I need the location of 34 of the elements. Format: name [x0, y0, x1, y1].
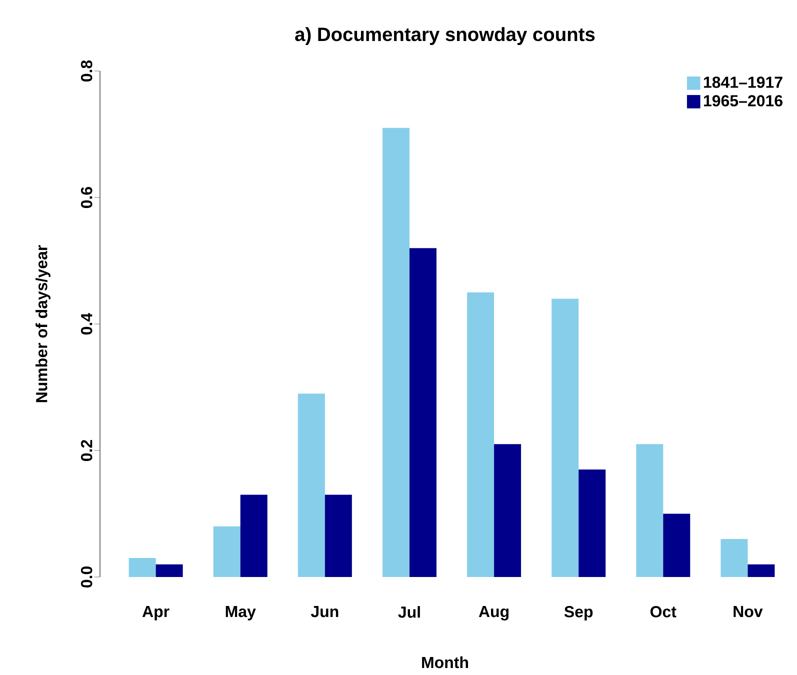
x-tick-label: Aug: [478, 606, 509, 620]
chart-title: a) Documentary snowday counts: [295, 27, 595, 45]
y-tick-label: 0.8: [80, 60, 92, 82]
bar: [128, 558, 156, 577]
bar: [720, 539, 748, 577]
x-tick-label: Sep: [564, 606, 593, 621]
legend-label: 1965–2016: [704, 95, 782, 106]
y-tick-label: 0.4: [80, 312, 92, 334]
bar: [552, 298, 579, 577]
bar: [213, 526, 240, 577]
y-axis-title: Number of days/year: [36, 245, 50, 402]
bar: [409, 248, 436, 577]
bar: [467, 292, 494, 577]
bar: [240, 494, 268, 577]
bar: [578, 469, 606, 577]
bar: [636, 444, 664, 577]
bar: [156, 564, 183, 577]
legend-label: 1841–1917: [704, 76, 782, 88]
x-tick-label: Jun: [310, 606, 338, 618]
bar: [494, 444, 522, 577]
y-tick-label: 0.0: [80, 566, 92, 588]
bar: [382, 128, 410, 577]
x-tick-label: Oct: [650, 606, 676, 618]
bar: [663, 514, 690, 577]
y-tick-label: 0.2: [80, 440, 92, 461]
x-tick-label: May: [226, 606, 256, 620]
x-tick-label: Apr: [142, 606, 170, 620]
x-tick-label: Jul: [398, 606, 420, 618]
bar: [324, 494, 352, 577]
bar: [298, 394, 325, 577]
x-axis-title: Month: [422, 656, 468, 668]
y-tick-label: 0.6: [80, 186, 92, 208]
bar: [748, 564, 775, 577]
x-tick-label: Nov: [734, 606, 763, 618]
